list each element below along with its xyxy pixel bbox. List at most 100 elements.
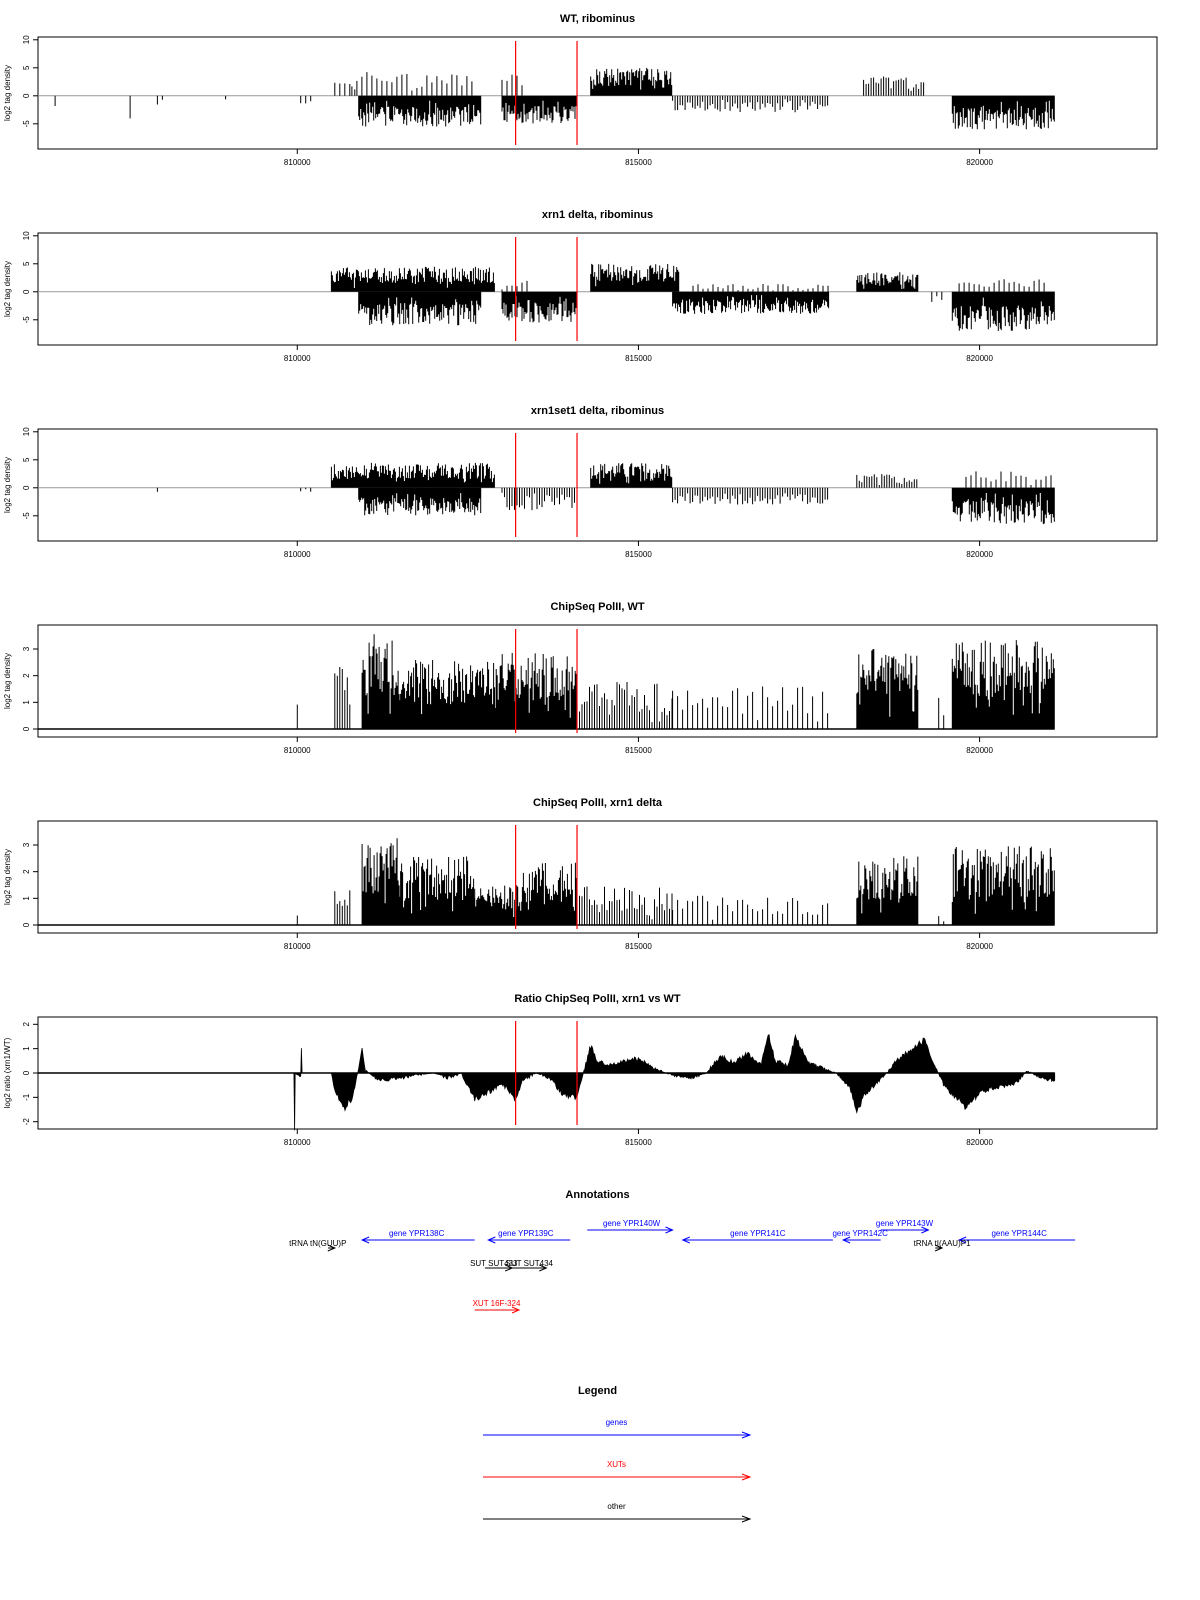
y-tick-label: -5 — [22, 512, 31, 520]
y-tick-label: 2 — [22, 673, 31, 678]
x-tick-label: 810000 — [284, 942, 311, 951]
legend-item-other: other — [483, 1502, 752, 1523]
feature-sut-sut434: SUT SUT434 — [506, 1259, 554, 1272]
feature-label: tRNA tN(GUU)P — [289, 1239, 346, 1248]
y-tick-label: -5 — [22, 120, 31, 128]
plot-frame — [37, 232, 1158, 346]
chart-title: Ratio ChipSeq PolII, xrn1 vs WT — [514, 993, 681, 1005]
x-tick-label: 820000 — [966, 1138, 993, 1147]
feature-gene-ypr138c: gene YPR138C — [360, 1229, 475, 1244]
panel-2: xrn1 delta, ribominus 10 5 0 -5 log2 tag dens… — [3, 209, 1158, 363]
density-bars — [951, 95, 1055, 130]
y-tick-label: 1 — [22, 896, 31, 901]
chart-title: ChipSeq PolII, WT — [550, 601, 644, 613]
arrow-head-icon — [539, 1264, 548, 1272]
density-bars — [474, 885, 523, 925]
x-tick-label: 820000 — [966, 746, 993, 755]
legend-panel: Legend genes XUTs other — [483, 1385, 752, 1523]
data-series — [38, 263, 1055, 331]
density-bars — [334, 82, 356, 96]
y-axis-label: log2 ratio (xrn1/WT) — [3, 1037, 12, 1108]
density-bars — [672, 895, 829, 925]
arrow-head-icon — [360, 1236, 370, 1244]
density-bars — [330, 266, 495, 292]
density-bars — [399, 856, 476, 925]
feature-label: gene YPR139C — [498, 1229, 554, 1238]
x-tick-label: 815000 — [625, 354, 652, 363]
y-tick-label: 0 — [22, 289, 31, 294]
density-bars — [358, 487, 482, 516]
feature-label: gene YPR140W — [603, 1219, 661, 1228]
y-tick-label: 2 — [22, 1022, 31, 1027]
panel-3: xrn1set1 delta, ribominus 10 5 0 -5 log2 tag … — [3, 405, 1158, 559]
y-tick-label: 1 — [22, 1046, 31, 1051]
plot-frame — [37, 820, 1158, 934]
density-bars — [958, 279, 1045, 292]
y-axis-label: log2 tag density — [3, 261, 12, 317]
feature-label: tRNA tI(AAU)P1 — [914, 1239, 971, 1248]
y-tick-label: 10 — [22, 427, 31, 436]
x-tick-label: 815000 — [625, 1138, 652, 1147]
plot-frame — [37, 428, 1158, 542]
chart-title: ChipSeq PolII, xrn1 delta — [533, 797, 663, 809]
y-tick-label: 0 — [22, 1070, 31, 1075]
density-bars — [330, 462, 495, 488]
density-bars — [863, 76, 925, 96]
data-series — [38, 1033, 1056, 1131]
feature-label: gene YPR142C — [832, 1229, 888, 1238]
feature-gene-ypr140w: gene YPR140W — [587, 1219, 674, 1234]
legend-item-label: other — [607, 1502, 626, 1511]
x-tick-label: 820000 — [966, 942, 993, 951]
x-tick-label: 815000 — [625, 942, 652, 951]
legend-item-label: genes — [606, 1418, 628, 1427]
y-tick-label: 3 — [22, 842, 31, 847]
density-bars — [361, 838, 400, 925]
feature-label: gene YPR144C — [991, 1229, 1047, 1238]
density-bars — [351, 72, 473, 96]
density-bars — [334, 890, 351, 925]
feature-trna-ti-aau-p1: tRNA tI(AAU)P1 — [914, 1239, 971, 1252]
y-tick-label: 0 — [22, 93, 31, 98]
panel-6: Ratio ChipSeq PolII, xrn1 vs WT 2 1 0 -1 -2 lo… — [3, 993, 1158, 1147]
density-bars — [156, 95, 163, 105]
y-tick-label: -2 — [22, 1118, 31, 1126]
density-bars — [576, 886, 673, 925]
density-bars — [672, 291, 830, 314]
y-axis-label: log2 tag density — [3, 653, 12, 709]
y-tick-label: 1 — [22, 700, 31, 705]
density-bars — [856, 856, 919, 925]
arrow-head-icon — [957, 1236, 967, 1244]
arrow-head-icon — [841, 1236, 851, 1244]
chart-title: xrn1 delta, ribominus — [542, 209, 653, 221]
x-tick-label: 810000 — [284, 158, 311, 167]
density-bars — [856, 272, 919, 292]
density-bars — [951, 487, 1055, 525]
density-bars — [358, 291, 482, 326]
y-tick-label: 5 — [22, 65, 31, 70]
legend-item-genes: genes — [483, 1418, 752, 1439]
feature-gene-ypr139c: gene YPR139C — [487, 1229, 571, 1244]
y-tick-label: 5 — [22, 261, 31, 266]
density-bars — [938, 916, 945, 925]
density-bars — [501, 487, 578, 511]
x-tick-label: 815000 — [625, 550, 652, 559]
density-bars — [965, 471, 1052, 488]
feature-label: gene YPR143W — [876, 1219, 934, 1228]
annotations-title: Annotations — [565, 1189, 629, 1201]
panel-1: WT, ribominus 10 5 0 -5 log2 tag density 81000… — [3, 13, 1158, 167]
chart-title: WT, ribominus — [560, 13, 635, 25]
plot-frame — [37, 624, 1158, 738]
arrow-head-icon — [741, 1431, 752, 1439]
arrow-head-icon — [681, 1236, 690, 1244]
density-bars — [938, 697, 945, 729]
x-tick-label: 820000 — [966, 158, 993, 167]
density-bars — [692, 284, 829, 292]
density-bars — [856, 649, 919, 729]
feature-label: XUT 16F-324 — [473, 1299, 521, 1308]
y-tick-label: -1 — [22, 1093, 31, 1101]
arrow-head-icon — [741, 1515, 752, 1523]
arrow-head-icon — [327, 1244, 337, 1252]
y-axis-label: log2 tag density — [3, 65, 12, 121]
y-tick-label: 0 — [22, 726, 31, 731]
density-bars — [334, 667, 351, 729]
